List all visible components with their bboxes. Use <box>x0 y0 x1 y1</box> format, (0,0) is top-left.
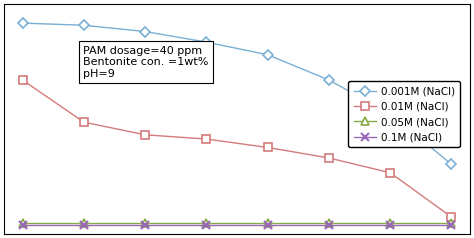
0.1M (NaCl) <box>448 224 454 227</box>
0.001M (NaCl) <box>81 24 87 27</box>
0.1M (NaCl) <box>387 224 393 227</box>
Line: 0.1M (NaCl): 0.1M (NaCl) <box>18 221 456 230</box>
0.1M (NaCl) <box>265 224 271 227</box>
0.01M (NaCl) <box>326 157 332 159</box>
0.001M (NaCl) <box>387 112 393 115</box>
0.01M (NaCl) <box>203 138 209 140</box>
0.05M (NaCl) <box>20 222 26 225</box>
0.001M (NaCl) <box>203 41 209 44</box>
0.1M (NaCl) <box>142 224 148 227</box>
0.05M (NaCl) <box>387 222 393 225</box>
0.001M (NaCl) <box>20 22 26 25</box>
0.001M (NaCl) <box>265 53 271 56</box>
0.01M (NaCl) <box>142 133 148 136</box>
0.05M (NaCl) <box>448 222 454 225</box>
0.05M (NaCl) <box>326 222 332 225</box>
0.01M (NaCl) <box>265 146 271 149</box>
0.001M (NaCl) <box>326 79 332 81</box>
0.05M (NaCl) <box>203 222 209 225</box>
0.1M (NaCl) <box>81 224 87 227</box>
0.05M (NaCl) <box>81 222 87 225</box>
0.001M (NaCl) <box>142 30 148 33</box>
0.05M (NaCl) <box>265 222 271 225</box>
0.001M (NaCl) <box>448 163 454 166</box>
Line: 0.001M (NaCl): 0.001M (NaCl) <box>19 20 455 168</box>
Legend: 0.001M (NaCl), 0.01M (NaCl), 0.05M (NaCl), 0.1M (NaCl): 0.001M (NaCl), 0.01M (NaCl), 0.05M (NaCl… <box>348 81 460 147</box>
Text: PAM dosage=40 ppm
Bentonite con. =1wt%
pH=9: PAM dosage=40 ppm Bentonite con. =1wt% p… <box>83 45 209 79</box>
0.1M (NaCl) <box>20 224 26 227</box>
0.01M (NaCl) <box>20 79 26 81</box>
0.01M (NaCl) <box>81 121 87 124</box>
0.1M (NaCl) <box>203 224 209 227</box>
0.01M (NaCl) <box>448 216 454 218</box>
Line: 0.01M (NaCl): 0.01M (NaCl) <box>18 76 456 221</box>
0.01M (NaCl) <box>387 171 393 174</box>
Line: 0.05M (NaCl): 0.05M (NaCl) <box>18 219 456 228</box>
0.05M (NaCl) <box>142 222 148 225</box>
0.1M (NaCl) <box>326 224 332 227</box>
